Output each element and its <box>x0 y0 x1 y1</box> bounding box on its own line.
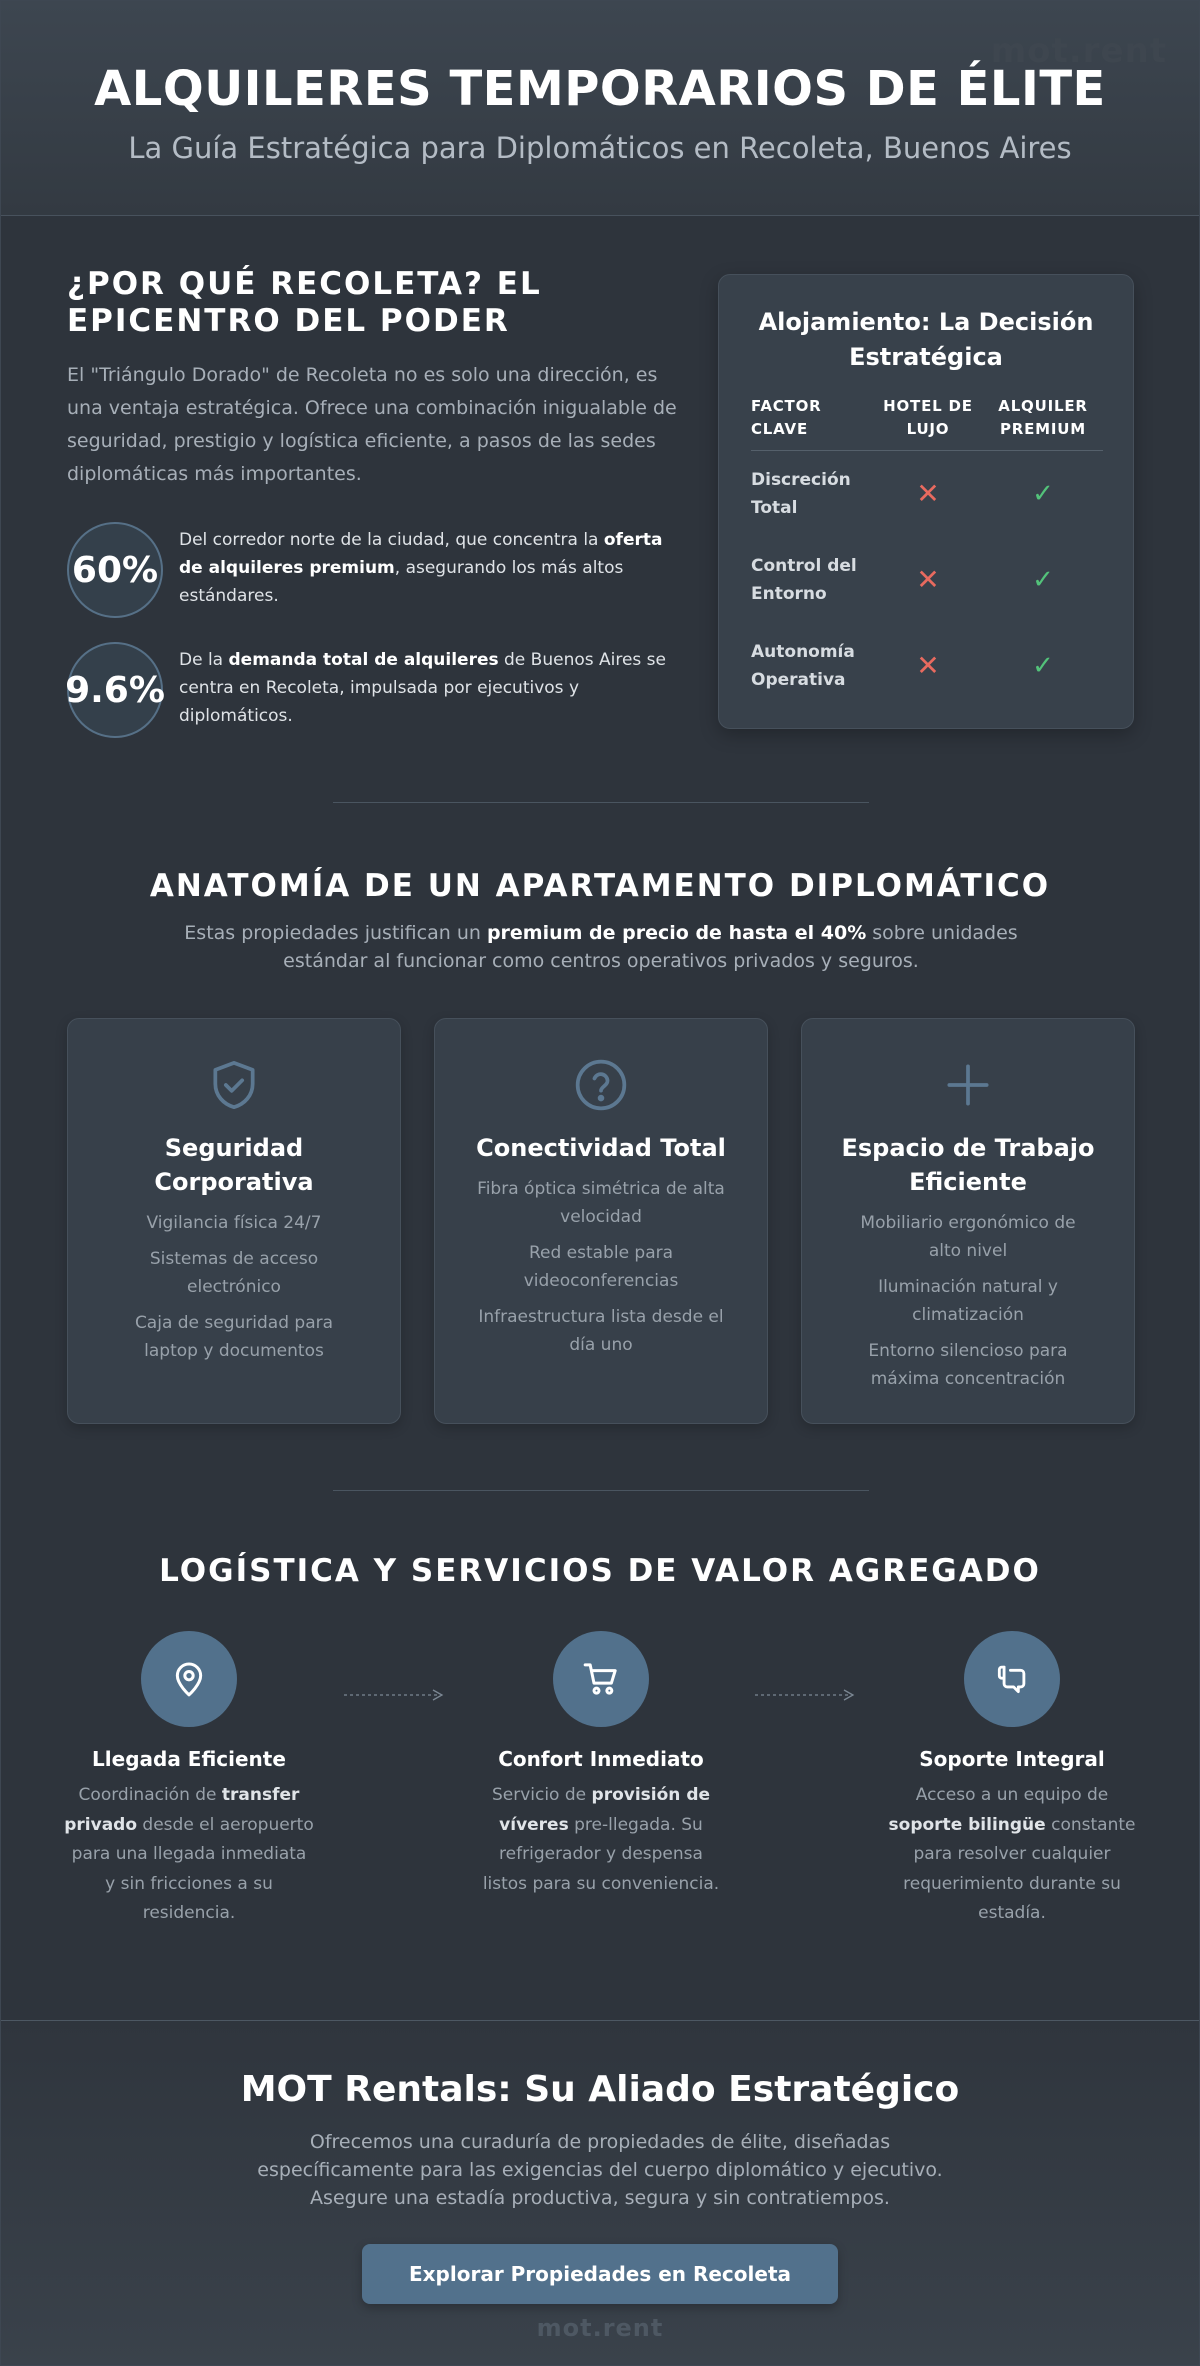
table-row: Control del Entorno ✕ ✓ <box>751 537 1103 623</box>
stat-item: 60% Del corredor norte de la ciudad, que… <box>67 522 687 618</box>
plus-icon <box>938 1055 998 1115</box>
arrow-right-icon <box>755 1689 855 1701</box>
check-icon: ✓ <box>1032 565 1054 595</box>
factor-label: Autonomía Operativa <box>751 642 855 690</box>
factor-label: Discreción Total <box>751 470 851 518</box>
column-header-rental: ALQUILER PREMIUM <box>998 397 1088 438</box>
anatomy-section: ANATOMÍA DE UN APARTAMENTO DIPLOMÁTICO E… <box>1 806 1199 1491</box>
check-icon: ✓ <box>1032 651 1054 681</box>
step-title: Soporte Integral <box>919 1747 1105 1771</box>
list-item: Entorno silencioso para máxima concentra… <box>868 1341 1068 1389</box>
feature-card-workspace: Espacio de Trabajo Eficiente Mobiliario … <box>801 1018 1135 1424</box>
why-recoleta-section: ¿POR QUÉ RECOLETA? EL EPICENTRO DEL PODE… <box>1 216 1199 806</box>
feature-list: Vigilancia física 24/7 Sistemas de acces… <box>68 1209 400 1365</box>
explore-properties-button[interactable]: Explorar Propiedades en Recoleta <box>362 2244 838 2304</box>
footer-text: Ofrecemos una curaduría de propiedades d… <box>257 2131 943 2209</box>
list-item: Infraestructura lista desde el día uno <box>478 1307 724 1355</box>
step-description: Servicio de provisión de víveres pre-lle… <box>482 1785 720 1894</box>
feature-title: Seguridad Corporativa <box>154 1134 314 1196</box>
step-title: Confort Inmediato <box>498 1747 704 1771</box>
factor-label: Control del Entorno <box>751 556 857 604</box>
logistics-section: LOGÍSTICA Y SERVICIOS DE VALOR AGREGADO … <box>1 1491 1199 2031</box>
map-pin-icon <box>141 1631 237 1727</box>
footer-title: MOT Rentals: Su Aliado Estratégico <box>240 2069 960 2110</box>
question-circle-icon <box>571 1055 631 1115</box>
hero-header: mot.rent ALQUILERES TEMPORARIOS DE ÉLITE… <box>1 1 1199 216</box>
list-item: Red estable para videoconferencias <box>523 1243 679 1291</box>
column-header-hotel: HOTEL DE LUJO <box>883 397 973 438</box>
table-row: Discreción Total ✕ ✓ <box>751 451 1103 537</box>
feature-list: Mobiliario ergonómico de alto nivel Ilum… <box>802 1209 1134 1393</box>
anatomy-intro: Estas propiedades justifican un premium … <box>184 922 1018 972</box>
feature-card-connectivity: Conectividad Total Fibra óptica simétric… <box>434 1018 768 1424</box>
cross-icon: ✕ <box>916 649 940 682</box>
why-text: El "Triángulo Dorado" de Recoleta no es … <box>67 364 677 485</box>
cta-footer: MOT Rentals: Su Aliado Estratégico Ofrec… <box>1 2020 1199 2365</box>
anatomy-title: ANATOMÍA DE UN APARTAMENTO DIPLOMÁTICO <box>149 868 1051 904</box>
shield-check-icon <box>204 1055 264 1115</box>
decision-title: Alojamiento: La Decisión Estratégica <box>758 308 1094 371</box>
feature-title: Espacio de Trabajo Eficiente <box>841 1134 1095 1196</box>
arrow-right-icon <box>344 1689 444 1701</box>
stat-value: 60% <box>67 522 163 618</box>
list-item: Sistemas de acceso electrónico <box>149 1249 319 1297</box>
step-description: Acceso a un equipo de soporte bilingüe c… <box>888 1785 1136 1923</box>
step-comfort: Confort Inmediato Servicio de provisión … <box>461 1631 741 1899</box>
stat-item: 9.6% De la demanda total de alquileres d… <box>65 642 687 738</box>
feature-card-security: Seguridad Corporativa Vigilancia física … <box>67 1018 401 1424</box>
shopping-cart-icon <box>553 1631 649 1727</box>
check-icon: ✓ <box>1032 479 1054 509</box>
list-item: Caja de seguridad para laptop y document… <box>134 1313 334 1361</box>
logistics-title: LOGÍSTICA Y SERVICIOS DE VALOR AGREGADO <box>159 1553 1041 1589</box>
watermark-logo: mot.rent <box>990 31 1167 71</box>
table-header: FACTOR CLAVE HOTEL DE LUJO ALQUILER PREM… <box>751 395 1103 451</box>
section-divider <box>333 802 869 803</box>
feature-list: Fibra óptica simétrica de alta velocidad… <box>435 1175 767 1359</box>
cross-icon: ✕ <box>916 563 940 596</box>
decision-card: Alojamiento: La Decisión Estratégica FAC… <box>718 274 1134 729</box>
support-chat-icon <box>964 1631 1060 1727</box>
list-item: Mobiliario ergonómico de alto nivel <box>860 1213 1076 1261</box>
step-description: Coordinación de transfer privado desde e… <box>64 1785 314 1923</box>
why-title: ¿POR QUÉ RECOLETA? EL EPICENTRO DEL PODE… <box>67 266 542 339</box>
page-title: ALQUILERES TEMPORARIOS DE ÉLITE <box>94 61 1106 117</box>
table-row: Autonomía Operativa ✕ ✓ <box>751 623 1103 709</box>
stat-description: Del corredor norte de la ciudad, que con… <box>179 530 663 606</box>
comparison-table: FACTOR CLAVE HOTEL DE LUJO ALQUILER PREM… <box>751 395 1103 709</box>
watermark-logo: mot.rent <box>536 2314 664 2342</box>
section-divider <box>333 1490 869 1491</box>
page-subtitle: La Guía Estratégica para Diplomáticos en… <box>128 131 1072 165</box>
feature-title: Conectividad Total <box>476 1134 726 1162</box>
step-support: Soporte Integral Acceso a un equipo de s… <box>872 1631 1152 1929</box>
list-item: Vigilancia física 24/7 <box>146 1213 322 1233</box>
stat-description: De la demanda total de alquileres de Bue… <box>179 650 667 726</box>
list-item: Iluminación natural y climatización <box>878 1277 1058 1325</box>
cross-icon: ✕ <box>916 477 940 510</box>
list-item: Fibra óptica simétrica de alta velocidad <box>477 1179 725 1227</box>
step-arrival: Llegada Eficiente Coordinación de transf… <box>49 1631 329 1929</box>
step-title: Llegada Eficiente <box>92 1747 286 1771</box>
stat-value: 9.6% <box>65 642 165 738</box>
column-header-factor: FACTOR CLAVE <box>751 397 822 438</box>
